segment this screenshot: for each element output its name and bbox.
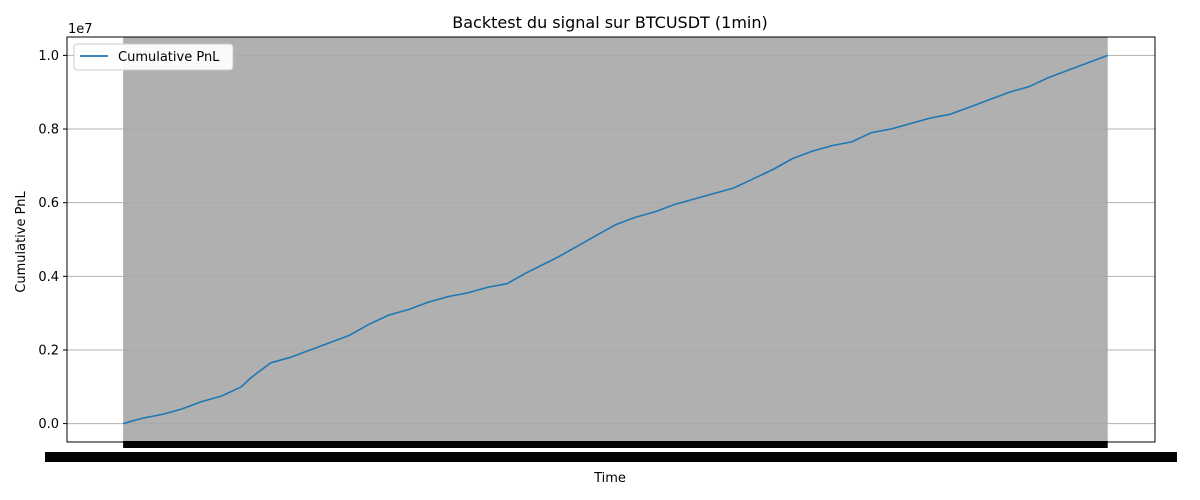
axes-frame: [66, 36, 1156, 443]
series-line-cumulative-pnl: [122, 54, 1108, 425]
y-axis-offset-label: 1e7: [68, 22, 93, 37]
x-tick-marks-band: [123, 441, 1108, 448]
y-tick-label: 0.8: [38, 123, 59, 138]
chart-title: Backtest du signal sur BTCUSDT (1min): [452, 13, 767, 32]
y-tick-label: 1.0: [38, 49, 59, 64]
legend-label: Cumulative PnL: [118, 50, 220, 65]
y-tick-label: 0.4: [38, 270, 59, 285]
x-tick-labels-band: [45, 452, 1177, 462]
y-tick-label: 0.2: [38, 343, 59, 358]
y-axis-label: Cumulative PnL: [14, 191, 29, 293]
shaded-region: [123, 37, 1108, 442]
y-tick-label: 0.0: [38, 417, 59, 432]
x-axis-label: Time: [593, 471, 626, 486]
y-tick-label: 0.6: [38, 196, 59, 211]
legend-box: [73, 43, 234, 71]
